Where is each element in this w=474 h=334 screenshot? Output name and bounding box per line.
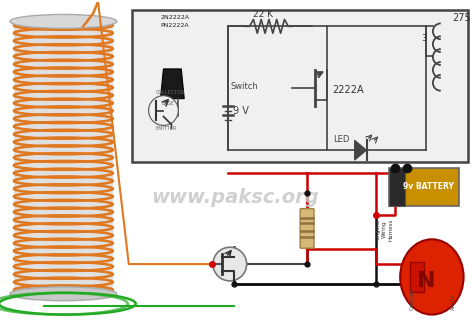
Text: www.paksc.org: www.paksc.org bbox=[151, 188, 319, 207]
Bar bbox=[132, 9, 467, 162]
Bar bbox=[14, 21, 113, 294]
Text: 9 V: 9 V bbox=[233, 106, 249, 116]
Text: N: N bbox=[417, 271, 435, 291]
Text: EMITTER: EMITTER bbox=[155, 126, 177, 131]
Text: 275: 275 bbox=[453, 13, 472, 23]
Text: 22 K: 22 K bbox=[253, 10, 273, 19]
Circle shape bbox=[148, 96, 178, 125]
Text: BASE: BASE bbox=[162, 101, 174, 106]
Ellipse shape bbox=[400, 239, 464, 315]
Text: Switch: Switch bbox=[231, 82, 258, 91]
Circle shape bbox=[213, 247, 246, 281]
Text: LED: LED bbox=[333, 135, 349, 144]
Text: 2222A: 2222A bbox=[332, 85, 364, 95]
Text: COLLECTOR: COLLECTOR bbox=[155, 90, 185, 95]
Polygon shape bbox=[161, 69, 184, 99]
Text: 2N2222A: 2N2222A bbox=[161, 15, 190, 20]
Text: Anode: Anode bbox=[451, 293, 456, 310]
FancyBboxPatch shape bbox=[300, 209, 314, 248]
Bar bbox=[389, 168, 459, 206]
Text: 3: 3 bbox=[421, 34, 427, 43]
Ellipse shape bbox=[10, 287, 117, 301]
Bar bbox=[410, 262, 424, 292]
Bar bbox=[389, 168, 405, 206]
Text: 9v BATTERY: 9v BATTERY bbox=[403, 182, 455, 191]
Ellipse shape bbox=[10, 14, 117, 28]
Text: Original
Wiring
Harness: Original Wiring Harness bbox=[375, 218, 393, 240]
Text: Cathode: Cathode bbox=[410, 288, 415, 310]
Polygon shape bbox=[355, 140, 366, 160]
Text: PN2222A: PN2222A bbox=[161, 23, 189, 28]
